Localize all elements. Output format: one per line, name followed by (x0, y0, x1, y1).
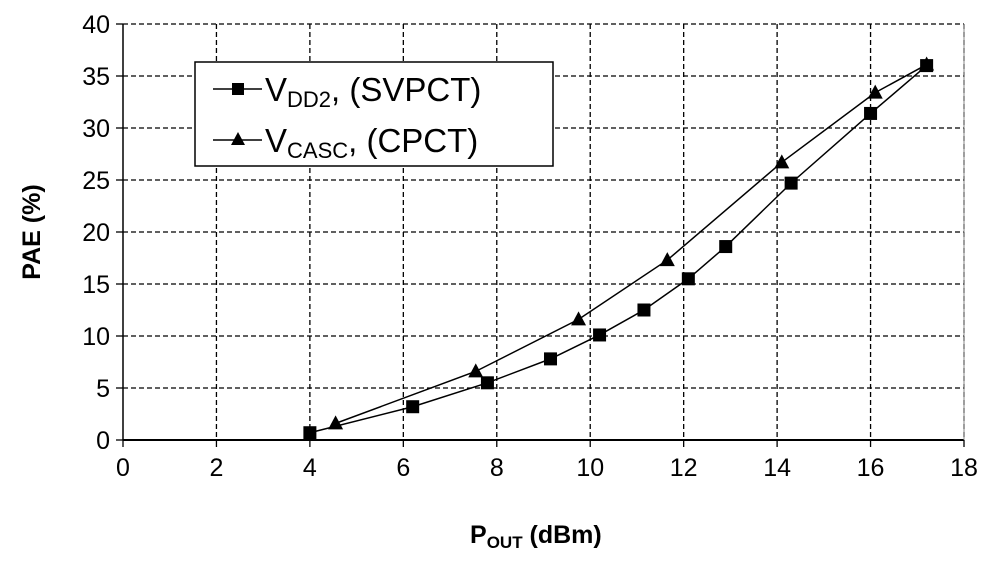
x-tick-label: 16 (857, 454, 885, 482)
x-axis-label: POUT (dBm) (470, 521, 602, 552)
data-point-triangle (867, 84, 883, 99)
data-point-triangle (328, 415, 344, 430)
x-tick-label: 8 (490, 454, 504, 482)
tick-labels: 0 2 4 6 8 10 12 14 16 18 0 5 10 15 20 25 30 35 40 (82, 11, 978, 482)
x-tick-label: 2 (209, 454, 223, 482)
y-tick-label: 20 (82, 219, 110, 247)
y-tick-label: 30 (82, 115, 110, 143)
square-marker-icon (232, 83, 244, 95)
data-point-triangle (468, 363, 484, 378)
data-point-triangle (919, 56, 935, 71)
series-layer (303, 56, 935, 440)
data-point-triangle (659, 252, 675, 267)
data-point-square (544, 352, 558, 366)
data-point-triangle (571, 311, 587, 326)
x-tick-label: 0 (116, 454, 130, 482)
data-point-triangle (774, 154, 790, 169)
x-tick-label: 12 (670, 454, 698, 482)
x-tick-label: 6 (396, 454, 410, 482)
series-triangle (328, 56, 935, 430)
data-point-square (406, 400, 420, 414)
svg-text:VDD2, (SVPCT): VDD2, (SVPCT) (265, 71, 481, 112)
x-tick-label: 18 (950, 454, 978, 482)
data-point-square (637, 303, 651, 317)
x-tick-label: 10 (576, 454, 604, 482)
legend: VDD2, (SVPCT) VCASC, (CPCT) (194, 61, 554, 167)
data-point-square (681, 272, 695, 286)
y-tick-label: 25 (82, 167, 110, 195)
x-tick-label: 14 (763, 454, 791, 482)
data-point-square (864, 106, 878, 120)
y-tick-label: 35 (82, 63, 110, 91)
data-point-square (719, 240, 733, 254)
data-point-square (593, 328, 607, 342)
data-point-square (480, 376, 494, 390)
y-tick-label: 5 (96, 375, 110, 403)
legend-item-vdd2: VDD2, (SVPCT) (213, 71, 481, 112)
y-axis-label: PAE (%) (18, 184, 46, 279)
y-tick-label: 10 (82, 323, 110, 351)
axes (116, 23, 965, 447)
legend-item-vcasc: VCASC, (CPCT) (213, 122, 478, 163)
y-tick-label: 0 (96, 427, 110, 455)
x-tick-label: 4 (303, 454, 317, 482)
data-point-square (784, 176, 798, 190)
triangle-marker-icon (231, 132, 245, 145)
legend-box (194, 61, 554, 167)
y-tick-label: 15 (82, 271, 110, 299)
data-point-square (303, 426, 317, 440)
y-tick-label: 40 (82, 11, 110, 39)
svg-text:VCASC, (CPCT): VCASC, (CPCT) (265, 122, 478, 163)
